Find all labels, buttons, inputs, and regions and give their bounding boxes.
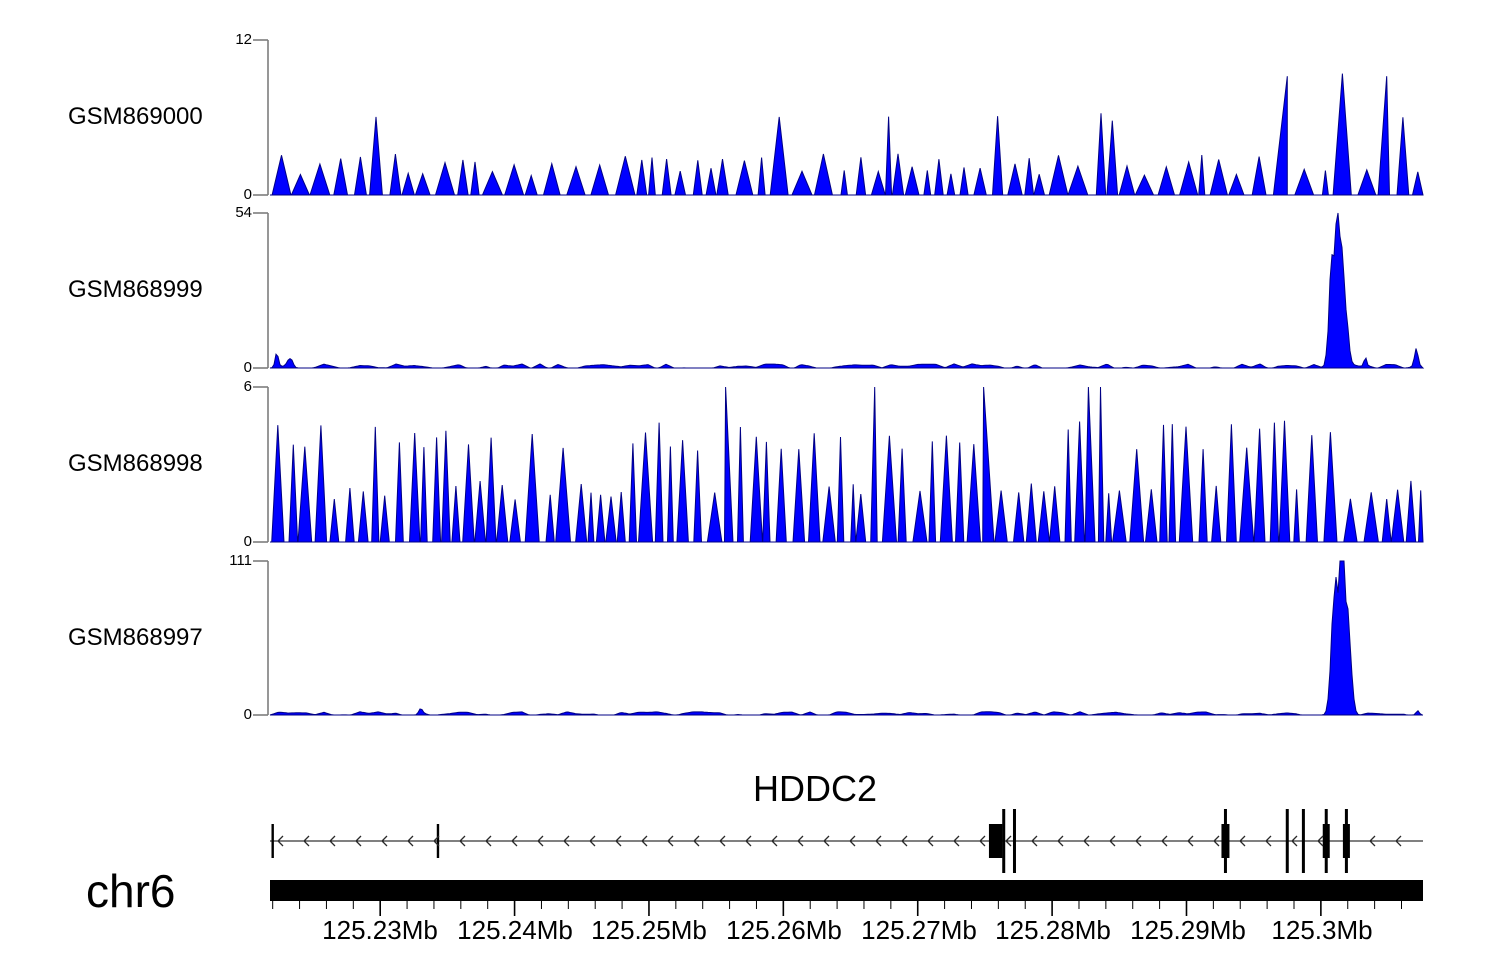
strand-arrow-icon [433,835,440,847]
strand-arrow-icon [1083,835,1090,847]
strand-arrow-icon [719,835,726,847]
strand-arrow-icon [1161,835,1168,847]
y-min-label-track2: 0 [243,359,252,376]
gene-model [270,809,1423,873]
strand-arrow-icon [277,835,284,847]
strand-arrow-icon [953,835,960,847]
x-tick-label-125-28: 125.28Mb [995,915,1111,945]
strand-arrow-icon [485,835,492,847]
strand-arrow-icon [1239,835,1246,847]
strand-arrow-icon [797,835,804,847]
strand-arrow-icon [875,835,882,847]
x-tick-label-125-25: 125.25Mb [591,915,707,945]
y-max-label-track4: 111 [229,552,252,569]
strand-arrow-icon [1317,835,1324,847]
track-label-gsm869000: GSM869000 [68,103,203,130]
strand-arrow-icon [537,835,544,847]
strand-arrow-icon [1291,835,1298,847]
exon-boundary [1344,809,1348,873]
exon-cds [988,824,1003,858]
coverage-track-gsm868998 [253,386,1424,543]
y-max-label-track3: 6 [243,378,252,395]
exon-boundary [1002,809,1006,873]
strand-arrow-icon [745,835,752,847]
strand-arrow-icon [979,835,986,847]
coverage-track-gsm869000 [253,39,1424,196]
y-min-label-track4: 0 [243,706,252,723]
strand-arrow-icon [1109,835,1116,847]
exon-boundary [1012,809,1016,873]
strand-arrow-icon [615,835,622,847]
exon-boundary [1223,809,1227,873]
strand-arrow-icon [849,835,856,847]
strand-arrow-icon [563,835,570,847]
strand-arrow-icon [511,835,518,847]
strand-arrow-icon [303,835,310,847]
coverage-track-gsm868997 [253,560,1424,716]
strand-arrow-icon [667,835,674,847]
y-max-label-track2: 54 [235,204,252,221]
chromosome-name-label: chr6 [86,865,176,917]
strand-arrow-icon [693,835,700,847]
y-max-label-track1: 12 [235,31,252,48]
track-label-gsm868997: GSM868997 [68,624,203,651]
coverage-track-gsm868999 [253,212,1425,369]
strand-arrow-icon [1369,835,1376,847]
strand-arrow-icon [355,835,362,847]
strand-arrow-icon [381,835,388,847]
strand-arrow-icon [1187,835,1194,847]
strand-arrow-icon [589,835,596,847]
strand-arrow-icon [901,835,908,847]
exon-boundary [1324,809,1328,873]
strand-arrow-icon [1265,835,1272,847]
strand-arrow-icon [407,835,414,847]
x-tick-label-125-26: 125.26Mb [726,915,842,945]
strand-arrow-icon [641,835,648,847]
coverage-area [270,386,1424,543]
strand-arrow-icon [771,835,778,847]
track-label-gsm868999: GSM868999 [68,276,203,303]
chromosome-bar [270,880,1423,901]
strand-arrow-icon [927,835,934,847]
track-label-gsm868998: GSM868998 [68,450,203,477]
gene-name-title: HDDC2 [752,768,877,809]
coverage-area [269,212,1425,369]
exon-boundary [1285,809,1289,873]
exon-boundary [1301,809,1305,873]
coverage-area [270,73,1424,196]
strand-arrow-icon [1213,835,1220,847]
exon-separator [271,824,274,858]
y-min-label-track1: 0 [243,186,252,203]
x-tick-label-125-3: 125.3Mb [1271,915,1373,945]
chromosome-axis [270,880,1423,916]
coverage-area [269,560,1424,716]
strand-arrow-icon [1135,835,1142,847]
x-tick-label-125-23: 125.23Mb [322,915,438,945]
exon-separator [436,824,440,858]
x-tick-label-125-24: 125.24Mb [457,915,573,945]
y-min-label-track3: 0 [243,533,252,550]
strand-arrow-icon [1057,835,1064,847]
strand-arrow-icon [1395,835,1402,847]
x-tick-label-125-27: 125.27Mb [861,915,977,945]
strand-arrow-icon [1005,835,1012,847]
strand-arrow-icon [329,835,336,847]
strand-arrow-icon [823,835,830,847]
x-tick-label-125-29: 125.29Mb [1130,915,1246,945]
strand-arrow-icon [459,835,466,847]
strand-arrow-icon [1031,835,1038,847]
